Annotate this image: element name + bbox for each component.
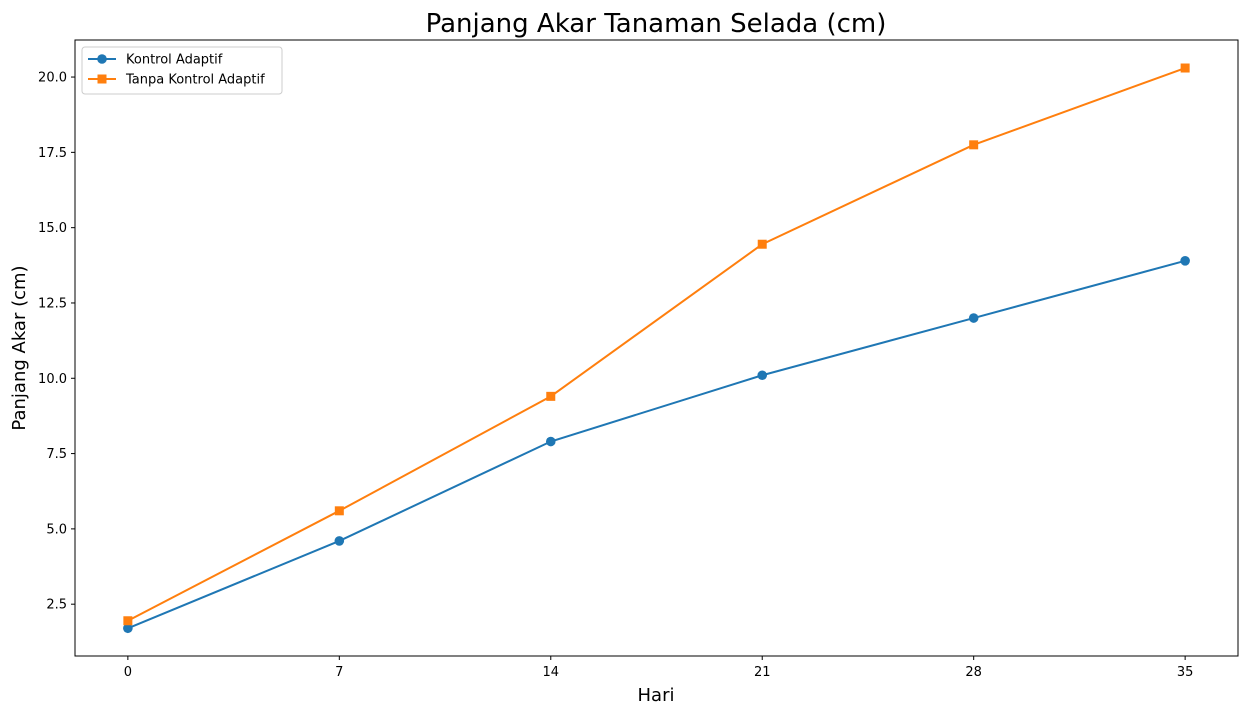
data-point-square: [123, 616, 133, 626]
data-point-circle: [1180, 255, 1190, 266]
data-point-circle: [334, 536, 345, 546]
axes-frame: [74, 39, 1239, 657]
y-tick-label: 7.5: [46, 447, 67, 462]
data-point-circle: [757, 370, 768, 381]
legend-label: Tanpa Kontrol Adaptif: [125, 73, 265, 88]
x-axis-label: Hari: [638, 685, 675, 706]
legend: Kontrol Adaptif Tanpa Kontrol Adaptif: [81, 46, 283, 95]
data-point-square: [969, 140, 979, 150]
chart-title: Panjang Akar Tanaman Selada (cm): [426, 9, 887, 39]
legend-marker-square: [97, 74, 107, 84]
y-tick-label: 17.5: [38, 146, 67, 161]
y-tick-label: 15.0: [38, 221, 67, 236]
x-tick-label: 14: [542, 665, 559, 680]
y-tick-label: 5.0: [46, 522, 67, 537]
data-point-square: [334, 506, 344, 516]
data-point-square: [757, 239, 767, 249]
data-point-circle: [545, 436, 556, 447]
legend-item: Kontrol Adaptif: [88, 53, 223, 68]
legend-label: Kontrol Adaptif: [126, 53, 223, 68]
series-line: [127, 259, 1186, 630]
x-tick-label: 35: [1177, 665, 1194, 680]
legend-item: Tanpa Kontrol Adaptif: [88, 73, 265, 88]
data-point-circle: [968, 313, 979, 323]
series-layer: [123, 63, 1190, 634]
data-point-circle: [123, 623, 133, 634]
data-point-square: [1180, 63, 1190, 73]
series-1: [123, 255, 1190, 634]
series-2: [123, 63, 1190, 626]
y-axis-label: Panjang Akar (cm): [9, 265, 30, 430]
y-tick-label: 20.0: [38, 71, 67, 86]
y-tick-label: 2.5: [46, 598, 67, 613]
y-tick-label: 12.5: [38, 296, 67, 311]
series-line: [127, 67, 1186, 622]
y-axis-ticks: 2.5 5.0 7.5 10.0 12.5 15.0 17.5 20.0: [38, 71, 75, 613]
legend-marker-circle: [97, 54, 107, 64]
x-tick-label: 21: [754, 665, 771, 680]
x-tick-label: 7: [335, 665, 343, 680]
x-tick-label: 0: [124, 665, 132, 680]
y-tick-label: 10.0: [38, 372, 67, 387]
plot-area-border: [74, 39, 1239, 657]
legend-box: [81, 46, 283, 95]
x-tick-label: 28: [965, 665, 982, 680]
x-axis-ticks: 0 7 14 21 28 35: [124, 656, 1194, 680]
data-point-square: [546, 391, 556, 401]
